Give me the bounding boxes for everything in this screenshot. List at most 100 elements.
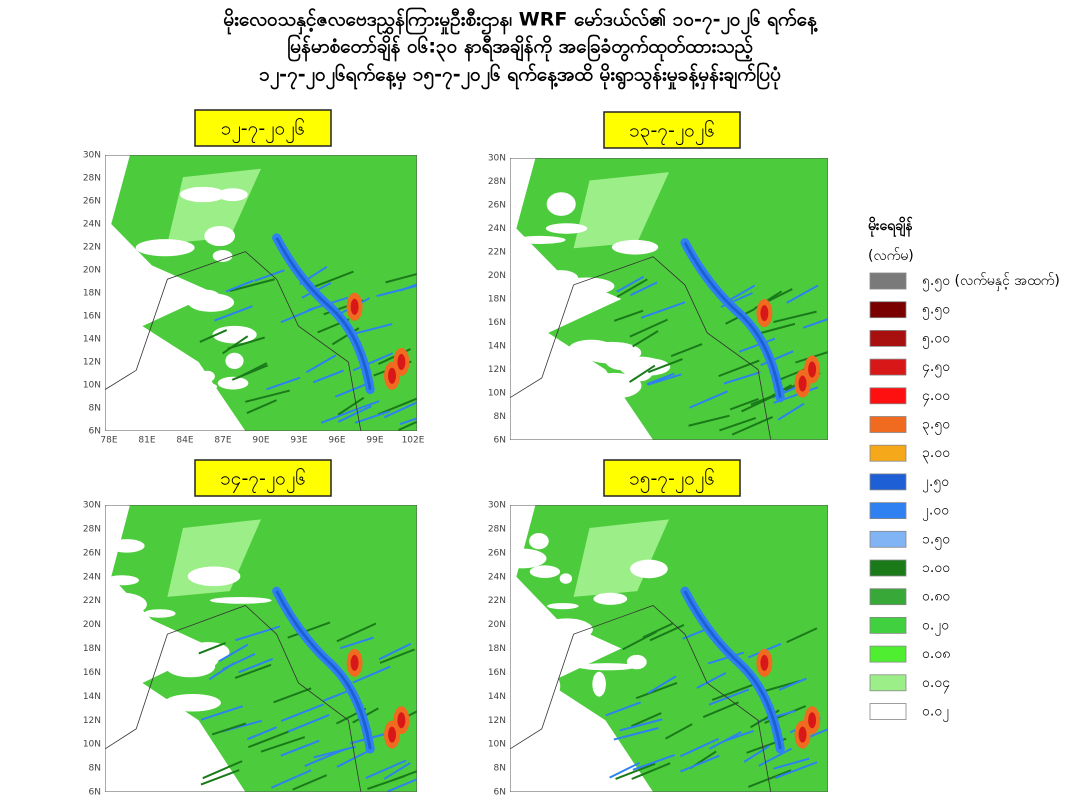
rain-streak (616, 278, 648, 298)
legend-swatch (869, 387, 907, 405)
legend-label: ၀.၀၄ (922, 675, 950, 693)
rain-streak (399, 417, 417, 426)
map (105, 155, 417, 431)
legend-swatch (869, 301, 907, 319)
very-heavy-rain (798, 375, 807, 392)
rain-streak (728, 284, 756, 302)
lat-label: 10N (83, 381, 101, 391)
legend-label: ၄.၀၀ (922, 388, 950, 406)
lat-label: 24N (488, 572, 506, 582)
dry-patch (172, 748, 201, 756)
rain-streak (632, 753, 676, 771)
rain-streak (773, 310, 817, 324)
lat-label: 12N (488, 716, 506, 726)
date-box (194, 459, 332, 497)
dry-patch (593, 592, 628, 605)
rain-streak (665, 723, 693, 740)
dry-patch (538, 673, 561, 699)
legend-swatch (869, 416, 907, 433)
lat-label: 16N (488, 668, 506, 678)
heavy-rain (683, 590, 782, 750)
dry-patch (186, 641, 230, 662)
legend-swatch (869, 530, 907, 548)
rain-streak (718, 359, 760, 378)
lat-label: 14N (83, 692, 101, 702)
rain-streak (613, 727, 659, 741)
rain-streak (613, 309, 644, 322)
rain-streak (729, 397, 759, 411)
rain-streak (616, 275, 645, 293)
rain-streak (802, 318, 828, 329)
dry-patch (179, 186, 227, 203)
rain-streak (629, 364, 656, 383)
date-box (194, 109, 332, 147)
lat-label: 12N (488, 365, 506, 375)
lat-label: 22N (83, 243, 101, 253)
lat-label: 6N (89, 427, 101, 437)
rain-streak (198, 642, 226, 655)
rain-streak (385, 272, 417, 284)
lat-label: 30N (83, 151, 101, 161)
rain-streak (393, 770, 417, 781)
lat-label: 8N (494, 412, 506, 422)
lat-label: 8N (89, 404, 101, 414)
very-heavy-rain (388, 726, 397, 743)
rain-streak (777, 402, 805, 421)
lat-label: 22N (83, 596, 101, 606)
lat-label: 20N (83, 620, 101, 630)
dry-patch (135, 239, 195, 257)
dry-patch (212, 249, 233, 262)
rain-streak (689, 390, 729, 409)
lat-label: 10N (83, 740, 101, 750)
rain-streak (679, 754, 720, 773)
very-heavy-rain (397, 354, 406, 370)
rain-streak (619, 718, 663, 732)
rain-streak (723, 371, 761, 385)
dry-patch (581, 341, 642, 364)
rain-streak (238, 657, 274, 674)
legend-unit: (လက်မ) (868, 248, 914, 264)
lon-label: 99E (366, 436, 383, 446)
lat-label: 6N (494, 788, 506, 795)
rain-streak (234, 663, 272, 679)
lat-label: 24N (488, 224, 506, 234)
rain-streak (760, 350, 794, 367)
rain-streak (786, 627, 818, 644)
date-box (603, 459, 741, 497)
very-heavy-rain (808, 361, 817, 378)
rain-streak (214, 305, 253, 322)
rain-streak (246, 726, 278, 741)
rain-streak (719, 416, 757, 432)
heavy-rain (275, 237, 372, 390)
legend-swatch (869, 358, 907, 376)
rain-streak (383, 762, 411, 780)
rain-streak (200, 769, 240, 786)
legend-title: မိုးရေချိန် (868, 217, 913, 237)
rain-streak (222, 335, 249, 355)
lat-label: 26N (83, 548, 101, 558)
very-heavy-rain (760, 654, 769, 671)
legend-label: ၁.၀၀ (922, 560, 950, 576)
rain-streak (287, 621, 331, 639)
rain-streak (696, 671, 727, 689)
rain-streak (280, 739, 320, 757)
rain-light (573, 172, 669, 249)
legend-swatch (869, 703, 907, 720)
legend-swatch (869, 329, 907, 347)
heavy-rain (275, 590, 372, 750)
very-heavy-rain (350, 654, 359, 671)
rain-streak (312, 369, 344, 384)
rain-streak (334, 382, 369, 398)
dry-patch (151, 728, 198, 737)
rain-streak (383, 401, 417, 419)
lon-label: 93E (290, 436, 307, 446)
lat-label: 16N (488, 318, 506, 328)
rain-streak (630, 281, 658, 297)
lat-label: 28N (488, 177, 506, 187)
lat-label: 12N (83, 716, 101, 726)
rain-streak (225, 279, 254, 293)
rain-streak (605, 701, 641, 717)
rain-streak (640, 301, 686, 319)
dry-patch (545, 223, 588, 234)
dry-patch (546, 192, 576, 216)
